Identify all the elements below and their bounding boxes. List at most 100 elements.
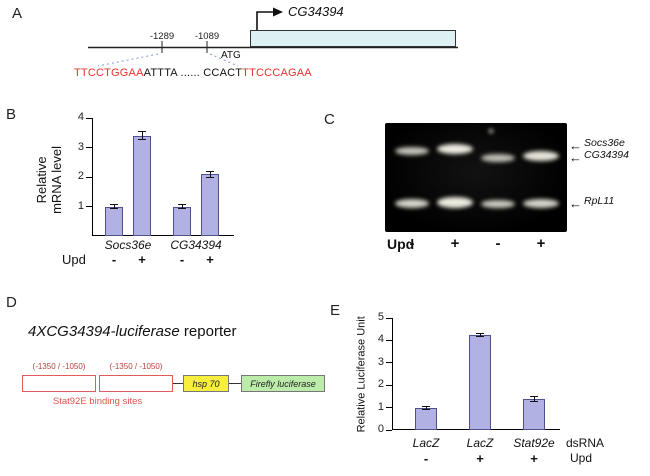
panel-c-upd-sign-4: +: [536, 235, 546, 252]
mrna-bar: [105, 206, 123, 236]
error-bar-line: [425, 405, 427, 410]
y-axis-tick-label: 4: [377, 333, 384, 346]
y-axis-tick: [86, 206, 92, 207]
upd-sign: +: [138, 252, 146, 267]
y-axis-tick-label: 3: [77, 140, 84, 153]
error-bar-cap: [530, 400, 538, 402]
error-bar: [178, 204, 186, 209]
error-bar-line: [479, 332, 481, 337]
panel-d-label: D: [6, 294, 17, 311]
dsrna-category-label: LacZ: [412, 436, 440, 450]
luciferase-bar: [415, 407, 437, 430]
error-bar-line: [181, 204, 183, 209]
reporter-title-suffix: reporter: [179, 323, 237, 340]
y-axis-tick: [86, 147, 92, 148]
luciferase-bar: [469, 334, 491, 430]
error-bar-line: [141, 131, 143, 141]
y-axis-tick: [386, 362, 392, 364]
gene-name-label: CG34394: [288, 4, 344, 19]
upd-sign: -: [179, 252, 185, 267]
reporter-title-name: 4XCG34394-luciferase: [28, 323, 180, 340]
panel-c-upd-label: Upd: [387, 236, 415, 252]
panel-e-dsrna-label: dsRNA: [566, 436, 605, 450]
mrna-bar: [201, 174, 219, 236]
transcription-start-arrow: [256, 11, 273, 30]
y-axis-tick: [386, 407, 392, 409]
binding-sites-caption: Stat92E binding sites: [52, 396, 143, 407]
gene-category-label: CG34394: [170, 238, 222, 252]
band-label-socs36e: Socs36e: [584, 137, 625, 149]
error-bar-cap: [422, 408, 430, 410]
stat92e-binding-site-box-1: [22, 375, 96, 392]
y-axis-tick-label: 0: [377, 423, 384, 435]
error-bar: [110, 204, 118, 209]
error-bar-cap: [178, 204, 186, 206]
gel-band: [489, 129, 493, 133]
hsp70-promoter-box: hsp 70: [183, 375, 229, 392]
gel-band: [437, 197, 473, 208]
binding-site-coordinates-2: (-1350 / -1050): [109, 362, 163, 371]
error-bar: [138, 131, 146, 141]
mrna-bar: [173, 206, 191, 236]
firefly-luciferase-box: Firefly luciferase: [241, 375, 325, 392]
panel-b-y-axis-label-line2: mRNA level: [49, 145, 64, 214]
error-bar-line: [209, 170, 211, 178]
dsrna-category-label: Stat92e: [513, 436, 555, 450]
stat-binding-motif-left: TTCCTGGAA: [74, 67, 144, 79]
gel-band: [523, 199, 559, 208]
sequence-middle: ATTTA ...... CCACT: [143, 67, 243, 79]
y-axis-tick-label: 1: [377, 400, 384, 413]
hsp70-label: hsp 70: [192, 378, 220, 389]
panel-c-upd-sign-3: -: [495, 235, 501, 252]
y-axis-tick-label: 2: [77, 170, 84, 182]
panel-a-lineart: [88, 7, 458, 67]
band-arrow-cg34394-icon: ←: [569, 150, 582, 165]
error-bar-cap: [178, 207, 186, 209]
error-bar-cap: [138, 139, 146, 141]
panel-e-label: E: [330, 302, 341, 319]
construct-connector-line-1: [173, 383, 183, 385]
transcription-arrow-head-icon: [273, 7, 283, 17]
gel-image: [385, 123, 567, 232]
promoter-sequence: TTCCTGGAAATTTA ...... CCACTTTCCCAGAA: [74, 67, 312, 79]
panel-b-upd-label: Upd: [62, 252, 86, 267]
dsrna-category-label: LacZ: [466, 436, 494, 450]
y-axis-tick-label: 3: [377, 355, 384, 368]
error-bar-cap: [422, 405, 430, 407]
gel-band: [437, 144, 473, 154]
upd-sign: +: [530, 451, 538, 466]
panel-b-label: B: [6, 106, 17, 123]
panel-c-label: C: [324, 111, 335, 128]
y-axis-tick: [386, 339, 392, 341]
panel-c-upd-sign-1: -: [409, 235, 415, 252]
error-bar-cap: [206, 176, 214, 178]
reporter-title: 4XCG34394-luciferase reporter: [28, 323, 236, 340]
error-bar-cap: [530, 395, 538, 397]
gel-band: [395, 147, 429, 155]
y-axis-tick: [86, 117, 92, 119]
mrna-bar: [133, 135, 151, 236]
band-arrow-rpl11-icon: ←: [569, 196, 582, 211]
panel-e-upd-label: Upd: [570, 451, 593, 465]
gel-band: [481, 154, 515, 162]
error-bar: [422, 405, 430, 410]
error-bar-cap: [110, 204, 118, 206]
error-bar-line: [533, 395, 535, 402]
dotted-connector-right: [209, 53, 239, 67]
y-axis-tick: [386, 384, 392, 386]
dotted-connector-left: [97, 53, 159, 67]
gene-box: [250, 30, 456, 47]
error-bar-cap: [476, 332, 484, 334]
upstream-position-2: -1089: [194, 31, 220, 42]
upstream-position-1: -1289: [149, 31, 175, 42]
error-bar-cap: [476, 335, 484, 337]
y-axis-tick-label: 4: [77, 111, 84, 123]
error-bar-cap: [206, 170, 214, 172]
error-bar-cap: [110, 207, 118, 209]
upd-sign: -: [111, 252, 117, 267]
panel-e-chart: 0 1 2 3 4 5 LacZ - LacZ + Stat92e +: [378, 311, 560, 466]
panel-b-y-axis-label: Relative mRNA level: [34, 141, 65, 219]
y-axis-tick: [386, 317, 392, 319]
band-label-rpl11: RpL11: [584, 195, 615, 207]
error-bar: [530, 395, 538, 402]
